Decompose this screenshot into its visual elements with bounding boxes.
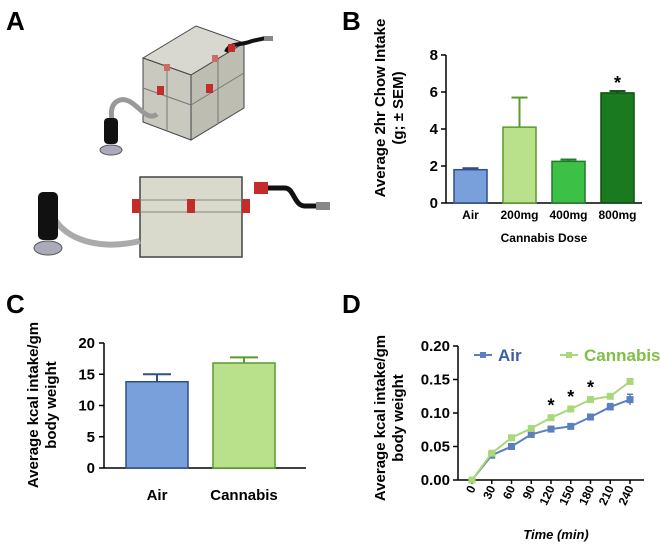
b-category-label: 400mg	[549, 208, 587, 222]
c-y-axis-label-line2: body weight	[43, 361, 60, 449]
d-significance-star: *	[567, 387, 574, 407]
isometric-chamber	[141, 25, 273, 141]
b-significance-star: *	[614, 73, 621, 93]
c-y-tick-label: 10	[78, 398, 95, 415]
d-data-point	[587, 396, 594, 404]
d-legend-swatch-marker	[480, 352, 486, 358]
panel-a-letter: A	[6, 6, 25, 36]
d-data-point	[547, 414, 555, 422]
c-y-tick-label: 5	[87, 429, 95, 446]
b-y-tick-label: 0	[430, 195, 438, 212]
d-x-tick-label: 120	[537, 483, 558, 507]
d-x-tick-label: 180	[576, 483, 597, 507]
d-data-point	[547, 425, 555, 433]
panel-b-letter: B	[342, 6, 361, 36]
c-y-tick-label: 20	[78, 335, 95, 352]
nozzle-upper	[104, 118, 118, 144]
panel-c-letter: C	[6, 289, 25, 319]
d-data-point	[508, 443, 515, 450]
b-y-tick-label: 4	[430, 121, 439, 138]
c-y-tick-label: 15	[78, 366, 95, 383]
b-bar	[551, 160, 586, 204]
panel-d-letter: D	[342, 289, 361, 319]
c-bar	[212, 362, 276, 469]
c-y-tick-label: 0	[87, 460, 95, 477]
d-data-point	[606, 392, 614, 400]
b-bar	[600, 92, 635, 204]
d-data-point	[527, 424, 535, 432]
nozzle-lower	[38, 192, 58, 240]
c-y-axis-label-line1: Average kcal intake/gm	[25, 322, 42, 488]
d-data-point	[587, 413, 594, 421]
d-data-point	[508, 434, 515, 442]
d-data-point	[527, 430, 535, 438]
d-data-point	[626, 396, 634, 404]
d-y-axis-label-line2: body weight	[390, 374, 407, 462]
d-y-tick-label: 0.20	[421, 338, 450, 355]
d-x-tick-label: 0	[463, 483, 479, 495]
d-data-point	[488, 449, 496, 457]
d-data-point	[567, 422, 575, 430]
chart-c: 0 5 10 15 20 Air Cannabis Average kcal intake…	[25, 322, 306, 504]
d-x-tick-label: 90	[520, 483, 538, 501]
d-y-tick-label: 0.15	[421, 372, 450, 389]
d-x-tick-label: 240	[616, 483, 637, 507]
b-category-label: 800mg	[598, 208, 636, 222]
b-y-tick-label: 6	[430, 84, 438, 101]
b-bar	[502, 126, 537, 204]
d-data-point	[567, 405, 575, 413]
d-legend-swatch-marker	[566, 352, 572, 358]
d-legend-label: Air	[498, 346, 522, 365]
front-chamber	[132, 176, 330, 258]
b-y-axis-label-line1: Average 2hr Chow Intake	[372, 19, 389, 198]
d-x-axis-label: Time (min)	[523, 527, 589, 542]
d-data-point	[626, 378, 634, 386]
apparatus-illustration	[33, 25, 330, 258]
d-x-tick-label: 60	[500, 483, 518, 501]
d-data-point	[606, 403, 614, 411]
d-y-axis-label-line1: Average kcal intake/gm	[372, 335, 389, 501]
b-x-axis-label: Cannabis Dose	[501, 231, 588, 245]
b-y-tick-label: 2	[430, 158, 438, 175]
d-data-point	[468, 476, 476, 484]
d-x-tick-label: 150	[556, 483, 577, 507]
b-y-axis-label-line2: (g; ± SEM)	[390, 71, 407, 144]
d-significance-star: *	[547, 396, 554, 416]
d-x-tick-label: 30	[480, 483, 498, 501]
b-category-label: Air	[462, 208, 479, 222]
d-legend-label: Cannabis	[584, 346, 660, 365]
b-y-tick-label: 8	[430, 47, 438, 64]
d-y-tick-label: 0.10	[421, 405, 450, 422]
b-bar	[453, 168, 488, 204]
d-y-tick-label: 0.05	[421, 439, 450, 456]
d-significance-star: *	[587, 378, 594, 398]
chart-d: 0.00 0.05 0.10 0.15 0.20 0 30 60 901201501802102…	[372, 335, 660, 542]
c-category-label: Air	[147, 487, 168, 504]
d-y-tick-label: 0.00	[421, 472, 450, 489]
d-x-tick-label: 210	[596, 483, 617, 507]
b-category-label: 200mg	[500, 208, 538, 222]
c-bar	[125, 381, 189, 469]
c-category-label: Cannabis	[210, 487, 278, 504]
